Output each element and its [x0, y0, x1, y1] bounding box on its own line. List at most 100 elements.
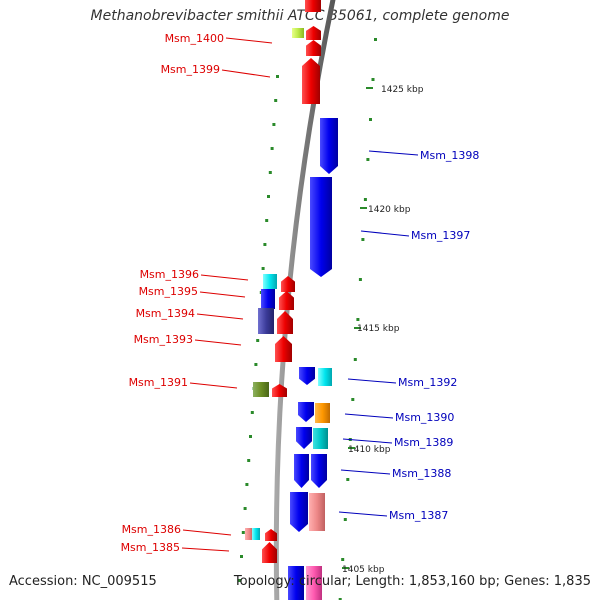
gene-msm-1387b[interactable] — [309, 493, 325, 531]
tick-dot — [240, 555, 243, 558]
tick-label-1420: 1420 kbp — [368, 205, 411, 215]
gene-msm-1392[interactable] — [299, 367, 315, 385]
gene-label-msm-1397[interactable]: Msm_1397 — [411, 229, 470, 242]
gene-msm-1397[interactable] — [310, 177, 332, 277]
tick-dot — [366, 158, 370, 161]
tick-dot — [369, 118, 372, 121]
gene-label-msm-1400[interactable]: Msm_1400 — [165, 32, 224, 45]
tick-dot — [238, 579, 242, 582]
gene-label-msm-1389[interactable]: Msm_1389 — [394, 436, 453, 449]
gene-msm-1386[interactable] — [245, 528, 253, 540]
tick-dot — [254, 363, 258, 366]
inner-tick-dots — [238, 75, 279, 582]
gene-msm-1384b[interactable] — [306, 566, 322, 600]
gene-label-msm-1392[interactable]: Msm_1392 — [398, 376, 457, 389]
gene-msm-1384[interactable] — [288, 566, 304, 600]
label-leader-line — [360, 230, 410, 237]
gene-label-msm-1393[interactable]: Msm_1393 — [134, 333, 193, 346]
gene-label-msm-1387[interactable]: Msm_1387 — [389, 509, 448, 522]
gene-msm-1400-partner[interactable] — [292, 28, 304, 38]
tick-dot — [363, 198, 367, 201]
gene-msm-1390b[interactable] — [315, 403, 330, 423]
gene-label-msm-1391[interactable]: Msm_1391 — [129, 376, 188, 389]
gene-msm-1389[interactable] — [296, 427, 312, 449]
major-tick — [342, 567, 349, 569]
major-tick — [354, 327, 361, 329]
position-ticks: 1425 kbp 1420 kbp 1415 kbp 1410 kbp 1405… — [342, 85, 424, 575]
tick-dot — [276, 75, 279, 78]
tick-label-1425: 1425 kbp — [381, 85, 424, 95]
gene-msm-1395b[interactable] — [279, 291, 294, 310]
gene-msm-1390[interactable] — [298, 402, 314, 422]
gene-label-msm-1388[interactable]: Msm_1388 — [392, 467, 451, 480]
label-leader-line — [182, 529, 232, 536]
gene-features — [245, 0, 338, 600]
gene-label-msm-1399[interactable]: Msm_1399 — [161, 63, 220, 76]
gene-msm-1388b[interactable] — [311, 454, 327, 488]
label-leader-line — [342, 438, 393, 444]
gene-label-msm-1386[interactable]: Msm_1386 — [122, 523, 181, 536]
tick-dot — [247, 459, 251, 462]
gene-msm-1386b[interactable] — [252, 528, 260, 540]
tick-dot — [371, 78, 375, 81]
gene-msm-1387[interactable] — [290, 492, 308, 532]
map-title: Methanobrevibacter smithii ATCC 35061, c… — [90, 8, 510, 24]
label-leader-line — [340, 469, 391, 475]
label-leader-line — [196, 313, 244, 320]
gene-msm-1400b[interactable] — [306, 40, 321, 56]
tick-dot — [351, 398, 355, 401]
label-leader-lines — [181, 37, 419, 552]
reverse-strand-labels: Msm_1400 Msm_1399 Msm_1396 Msm_1395 Msm_… — [121, 32, 224, 554]
tick-dot — [338, 598, 342, 600]
genome-summary-text: Topology: circular; Length: 1,853,160 bp… — [233, 574, 591, 589]
label-leader-line — [347, 378, 397, 384]
gene-msm-1396b[interactable] — [281, 276, 295, 292]
tick-label-1410: 1410 kbp — [348, 445, 391, 455]
label-leader-line — [181, 547, 230, 552]
tick-dot — [268, 171, 272, 174]
tick-dot — [343, 518, 347, 521]
label-leader-line — [194, 339, 242, 346]
gene-msm-1395[interactable] — [261, 289, 275, 309]
tick-dot — [265, 219, 269, 222]
gene-msm-1385[interactable] — [262, 542, 277, 563]
gene-msm-1401[interactable] — [305, 0, 321, 12]
gene-msm-1396[interactable] — [263, 274, 277, 289]
tick-dot — [243, 507, 247, 510]
gene-label-msm-1395[interactable]: Msm_1395 — [139, 285, 198, 298]
gene-label-msm-1398[interactable]: Msm_1398 — [420, 149, 479, 162]
gene-msm-1392b[interactable] — [318, 368, 332, 386]
tick-dot — [270, 147, 274, 150]
tick-dot — [356, 318, 360, 321]
gene-label-msm-1385[interactable]: Msm_1385 — [121, 541, 180, 554]
label-leader-line — [344, 413, 394, 419]
gene-msm-1394b[interactable] — [277, 311, 293, 334]
tick-dot — [346, 478, 350, 481]
tick-dot — [261, 267, 265, 270]
gene-msm-1388[interactable] — [294, 454, 309, 488]
gene-msm-1400[interactable] — [306, 26, 321, 40]
gene-msm-1391[interactable] — [253, 382, 269, 397]
tick-dot — [374, 38, 377, 41]
gene-msm-1394[interactable] — [258, 308, 274, 334]
accession-text: Accession: NC_009515 — [9, 574, 157, 589]
gene-msm-1398[interactable] — [320, 118, 338, 174]
gene-label-msm-1390[interactable]: Msm_1390 — [395, 411, 454, 424]
label-leader-line — [221, 69, 271, 78]
gene-label-msm-1394[interactable]: Msm_1394 — [136, 307, 195, 320]
tick-dot — [274, 99, 278, 102]
gene-msm-1391b[interactable] — [272, 384, 287, 397]
label-leader-line — [225, 37, 273, 44]
gene-msm-1399[interactable] — [302, 58, 320, 104]
tick-dot — [267, 195, 270, 198]
gene-msm-1386c[interactable] — [265, 529, 277, 541]
gene-msm-1393[interactable] — [275, 336, 292, 362]
label-leader-line — [368, 150, 419, 156]
tick-dot — [353, 358, 357, 361]
gene-msm-1389b[interactable] — [313, 428, 328, 449]
label-leader-line — [189, 382, 238, 389]
gene-label-msm-1396[interactable]: Msm_1396 — [140, 268, 199, 281]
tick-dot — [256, 339, 260, 342]
